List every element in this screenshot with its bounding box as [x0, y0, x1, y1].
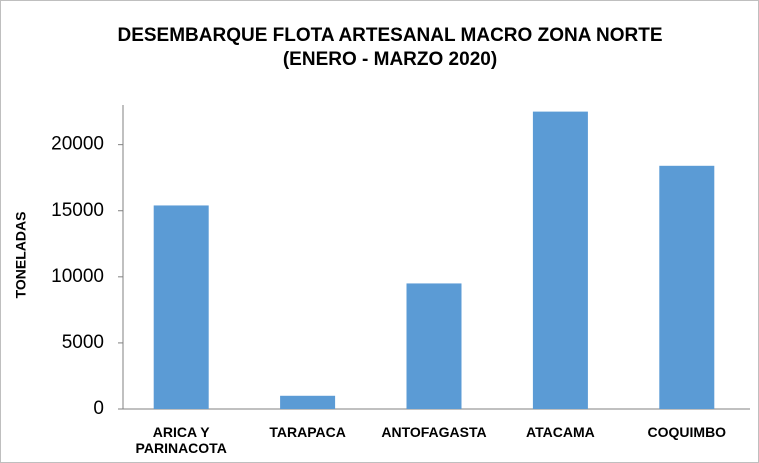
y-axis-label: TONELADAS: [13, 212, 29, 299]
bar: [406, 283, 462, 409]
bar: [659, 165, 715, 409]
y-tick-label: 0: [93, 398, 104, 419]
y-tick-label: 10000: [51, 266, 104, 287]
y-tick-label: 20000: [51, 134, 104, 155]
chart-title: DESEMBARQUE FLOTA ARTESANAL MACRO ZONA N…: [117, 25, 663, 70]
x-tick-label: TARAPACA: [269, 424, 346, 440]
x-tick-label: ANTOFAGASTA: [381, 424, 487, 440]
bar: [280, 395, 336, 409]
bar: [153, 205, 209, 409]
y-tick-label: 15000: [51, 200, 104, 221]
x-tick-label: ARICA Y PARINACOTA: [135, 424, 227, 456]
y-tick-label: 5000: [62, 332, 104, 353]
bar: [532, 111, 588, 409]
x-tick-label: ATACAMA: [526, 424, 595, 440]
x-tick-label: COQUIMBO: [647, 424, 727, 440]
